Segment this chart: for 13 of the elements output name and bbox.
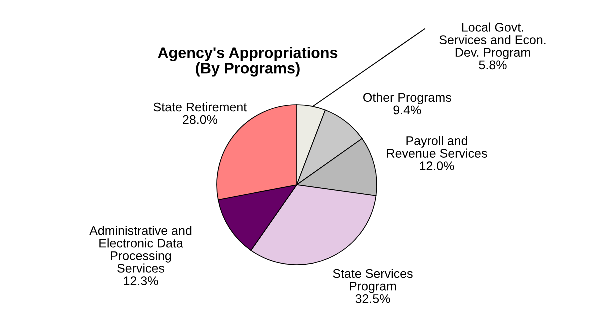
slice-label: State Services Program xyxy=(333,269,413,294)
data-label: 12.3% xyxy=(124,276,158,286)
data-label: 32.5% xyxy=(356,294,390,304)
data-label: 5.8% xyxy=(479,60,507,70)
slice-label: Local Govt. Services and Econ. Dev. Program xyxy=(440,22,546,60)
slice-label: State Retirement xyxy=(154,102,248,112)
slice-label: Other Programs xyxy=(364,92,452,105)
slice-label: Administrative and Electronic Data Processing Services xyxy=(90,226,192,273)
slice-label: Payroll and Revenue Services xyxy=(387,136,488,158)
data-label: 12.0% xyxy=(420,162,454,171)
text: Agency's Appropriations (By Programs) xyxy=(158,47,338,77)
data-label: 28.0% xyxy=(183,115,218,124)
data-label: 9.4% xyxy=(394,106,422,115)
